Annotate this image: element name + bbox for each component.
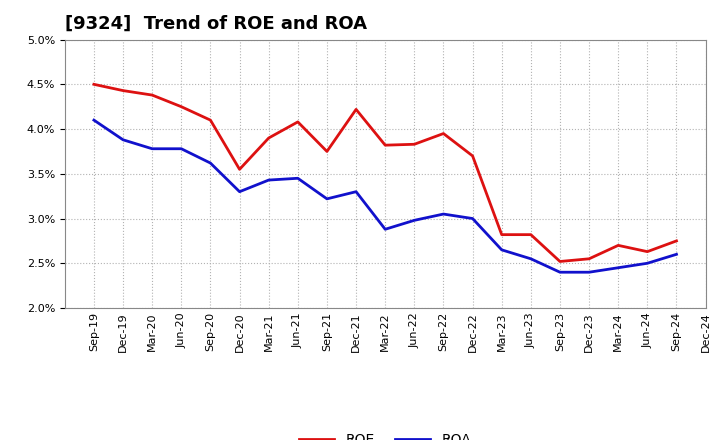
ROE [323, 149, 331, 154]
ROE [177, 104, 186, 109]
ROA [468, 216, 477, 221]
ROE [148, 92, 156, 98]
ROA [614, 265, 623, 270]
ROE [585, 256, 593, 261]
ROA [672, 252, 681, 257]
ROE [556, 259, 564, 264]
ROE [468, 153, 477, 158]
ROA [352, 189, 361, 194]
ROA [381, 227, 390, 232]
ROE [294, 119, 302, 125]
ROA [410, 218, 418, 223]
ROE [526, 232, 535, 237]
ROA [119, 137, 127, 143]
ROE [439, 131, 448, 136]
Line: ROA: ROA [94, 120, 677, 272]
ROA [89, 117, 98, 123]
ROE [614, 243, 623, 248]
Text: [9324]  Trend of ROE and ROA: [9324] Trend of ROE and ROA [65, 15, 366, 33]
ROE [206, 117, 215, 123]
ROE [672, 238, 681, 244]
ROA [439, 212, 448, 217]
ROA [643, 260, 652, 266]
ROA [235, 189, 244, 194]
ROE [89, 82, 98, 87]
ROA [294, 176, 302, 181]
ROE [235, 167, 244, 172]
ROA [323, 196, 331, 202]
ROA [148, 146, 156, 151]
ROE [643, 249, 652, 254]
ROA [556, 270, 564, 275]
ROE [381, 143, 390, 148]
ROA [498, 247, 506, 253]
ROE [498, 232, 506, 237]
ROA [177, 146, 186, 151]
ROA [526, 256, 535, 261]
ROE [352, 107, 361, 112]
ROA [585, 270, 593, 275]
Line: ROE: ROE [94, 84, 677, 261]
ROA [264, 177, 273, 183]
ROA [206, 161, 215, 166]
Legend: ROE, ROA: ROE, ROA [294, 428, 477, 440]
ROE [119, 88, 127, 93]
ROE [264, 136, 273, 141]
ROE [410, 142, 418, 147]
